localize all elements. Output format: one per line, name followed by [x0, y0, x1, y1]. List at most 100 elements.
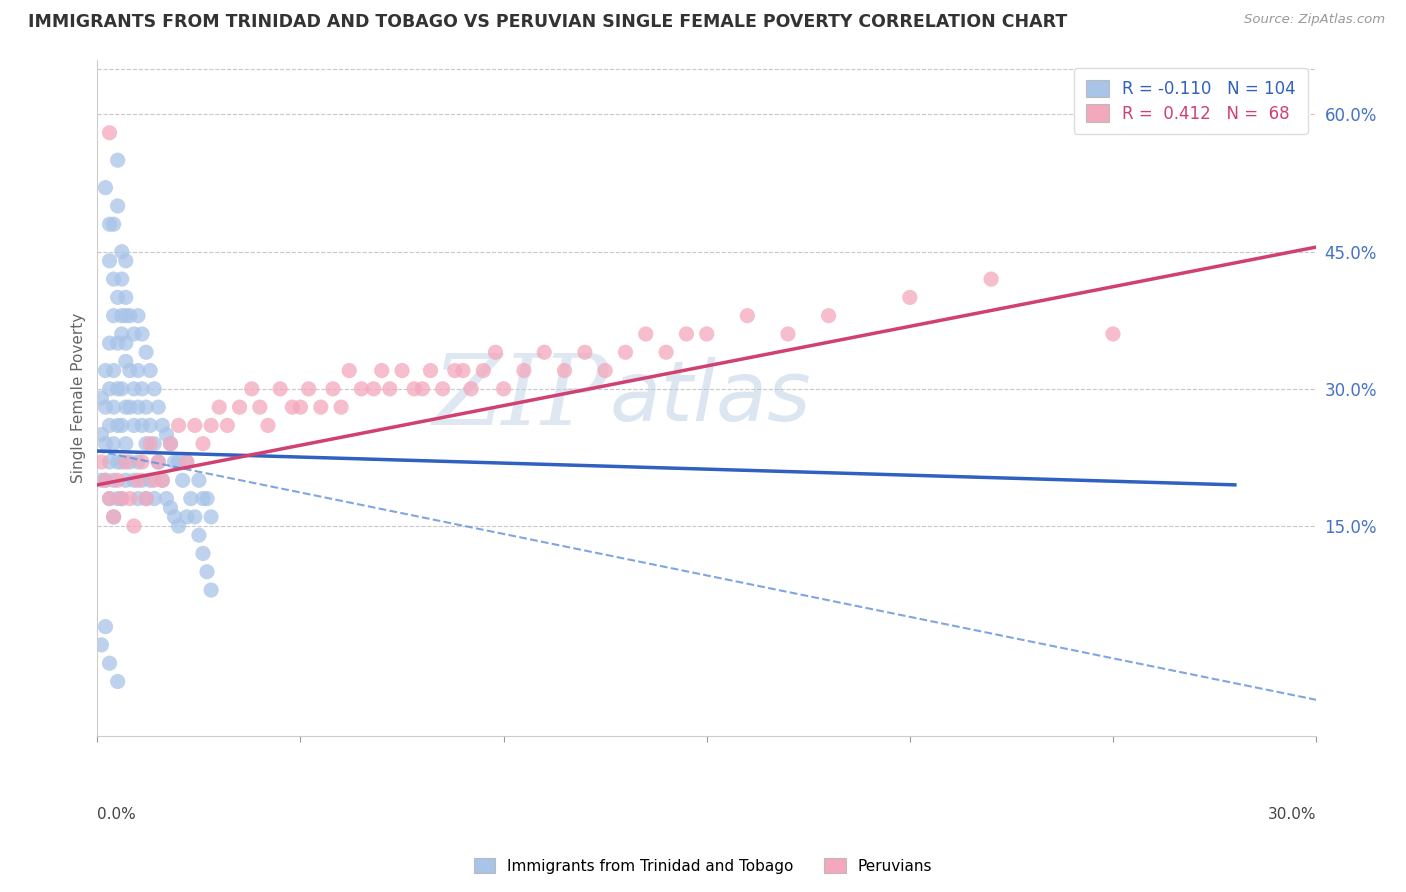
Point: [208, 400, 231, 414]
Point: [737, 309, 759, 323]
Point: [148, 455, 170, 469]
Point: [90, 391, 112, 405]
Point: [114, 354, 136, 368]
Point: [107, 382, 129, 396]
Point: [107, 199, 129, 213]
Point: [139, 436, 162, 450]
Point: [330, 400, 353, 414]
Point: [122, 519, 145, 533]
Point: [176, 455, 198, 469]
Point: [114, 309, 136, 323]
Point: [114, 473, 136, 487]
Point: [776, 326, 799, 341]
Point: [675, 326, 697, 341]
Text: ZIP: ZIP: [433, 351, 609, 446]
Point: [451, 363, 474, 377]
Point: [107, 290, 129, 304]
Point: [98, 126, 121, 140]
Point: [98, 336, 121, 351]
Point: [187, 473, 209, 487]
Text: IMMIGRANTS FROM TRINIDAD AND TOBAGO VS PERUVIAN SINGLE FEMALE POVERTY CORRELATIO: IMMIGRANTS FROM TRINIDAD AND TOBAGO VS P…: [28, 13, 1067, 31]
Point: [103, 363, 125, 377]
Point: [122, 473, 145, 487]
Point: [94, 400, 117, 414]
Point: [98, 656, 121, 670]
Point: [131, 326, 153, 341]
Point: [90, 427, 112, 442]
Point: [98, 491, 121, 506]
Point: [228, 400, 250, 414]
Point: [257, 418, 280, 433]
Point: [337, 363, 360, 377]
Point: [163, 509, 186, 524]
Point: [191, 436, 214, 450]
Point: [94, 473, 117, 487]
Point: [139, 363, 162, 377]
Point: [127, 473, 149, 487]
Point: [111, 309, 134, 323]
Point: [817, 309, 839, 323]
Point: [492, 382, 515, 396]
Point: [135, 491, 157, 506]
Point: [195, 565, 218, 579]
Point: [111, 244, 134, 259]
Legend: Immigrants from Trinidad and Tobago, Peruvians: Immigrants from Trinidad and Tobago, Per…: [468, 852, 938, 880]
Point: [135, 345, 157, 359]
Point: [107, 418, 129, 433]
Point: [127, 400, 149, 414]
Point: [114, 455, 136, 469]
Point: [122, 326, 145, 341]
Point: [103, 272, 125, 286]
Point: [554, 363, 576, 377]
Text: 0.0%: 0.0%: [97, 807, 136, 822]
Point: [131, 473, 153, 487]
Point: [127, 455, 149, 469]
Point: [107, 455, 129, 469]
Point: [127, 491, 149, 506]
Point: [163, 455, 186, 469]
Point: [593, 363, 616, 377]
Point: [191, 491, 214, 506]
Point: [370, 363, 392, 377]
Point: [143, 473, 166, 487]
Point: [114, 253, 136, 268]
Point: [114, 436, 136, 450]
Point: [980, 272, 1002, 286]
Point: [404, 382, 426, 396]
Point: [111, 455, 134, 469]
Point: [322, 382, 344, 396]
Point: [103, 400, 125, 414]
Point: [111, 491, 134, 506]
Point: [143, 491, 166, 506]
Point: [159, 500, 181, 515]
Point: [98, 418, 121, 433]
Point: [107, 674, 129, 689]
Point: [281, 400, 304, 414]
Point: [139, 473, 162, 487]
Point: [111, 491, 134, 506]
Point: [432, 382, 454, 396]
Point: [103, 217, 125, 231]
Point: [150, 418, 173, 433]
Point: [176, 455, 198, 469]
Point: [513, 363, 536, 377]
Point: [143, 436, 166, 450]
Point: [111, 326, 134, 341]
Point: [107, 491, 129, 506]
Point: [391, 363, 413, 377]
Point: [167, 418, 190, 433]
Point: [191, 546, 214, 560]
Point: [90, 473, 112, 487]
Point: [90, 455, 112, 469]
Point: [180, 491, 202, 506]
Point: [114, 290, 136, 304]
Point: [98, 382, 121, 396]
Point: [103, 509, 125, 524]
Point: [94, 619, 117, 633]
Point: [94, 436, 117, 450]
Point: [118, 400, 141, 414]
Point: [898, 290, 921, 304]
Point: [103, 509, 125, 524]
Point: [122, 418, 145, 433]
Point: [614, 345, 637, 359]
